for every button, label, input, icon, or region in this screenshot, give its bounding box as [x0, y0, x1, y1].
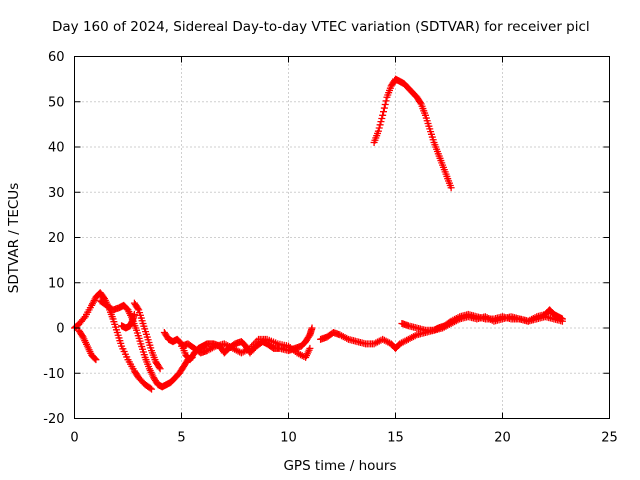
data-point-marker — [380, 108, 388, 116]
data-point-marker — [376, 121, 384, 129]
data-point-marker — [447, 184, 455, 192]
data-point-marker — [378, 114, 386, 122]
data-point-marker — [155, 363, 163, 371]
series-arc-9 — [398, 306, 566, 334]
data-point-marker — [308, 324, 316, 332]
x-tick-label: 25 — [601, 431, 618, 446]
data-point-marker — [374, 127, 382, 135]
x-tick-label: 5 — [177, 431, 185, 446]
y-tick-label: 10 — [48, 276, 65, 291]
data-point-marker — [558, 315, 566, 323]
data-point-marker — [80, 314, 88, 322]
series-arc-4 — [118, 310, 138, 332]
grid — [74, 56, 610, 419]
axis-ticks: 0 5 10 15 20 25 -20 -10 0 10 20 30 40 50 60 — [43, 50, 618, 446]
x-axis-label: GPS time / hours — [283, 458, 396, 474]
data-point-marker — [379, 111, 387, 119]
data-point-marker — [377, 118, 385, 126]
data-point-marker — [380, 104, 388, 112]
y-tick-label: 0 — [56, 322, 64, 337]
y-tick-label: -20 — [43, 412, 64, 427]
y-tick-label: 60 — [48, 50, 65, 65]
data-point-marker — [148, 385, 156, 393]
data-point-marker — [381, 100, 389, 108]
series-arc-10 — [370, 75, 455, 192]
data-point-marker — [130, 310, 138, 318]
series-arc-7 — [178, 335, 314, 361]
y-tick-label: 20 — [48, 231, 65, 246]
y-axis-label: SDTVAR / TECUs — [6, 183, 22, 293]
y-tick-label: 30 — [48, 186, 65, 201]
y-tick-label: -10 — [43, 367, 64, 382]
series-arc-5 — [130, 299, 164, 373]
x-tick-label: 20 — [494, 431, 511, 446]
data-point-marker — [156, 365, 164, 373]
x-tick-label: 10 — [280, 431, 297, 446]
data-point-marker — [91, 355, 99, 363]
x-tick-label: 0 — [70, 431, 78, 446]
data-point-marker — [416, 99, 424, 107]
data-point-marker — [375, 124, 383, 132]
data-point-marker — [92, 356, 100, 364]
data-series — [71, 75, 566, 393]
chart-title: Day 160 of 2024, Sidereal Day-to-day VTE… — [52, 19, 590, 35]
data-point-marker — [382, 97, 390, 105]
y-tick-label: 40 — [48, 141, 65, 156]
data-point-marker — [306, 344, 314, 352]
y-tick-label: 50 — [48, 95, 65, 110]
data-point-marker — [146, 384, 154, 392]
data-point-marker — [134, 305, 142, 313]
x-tick-label: 15 — [387, 431, 404, 446]
series-arc-2 — [75, 326, 100, 364]
